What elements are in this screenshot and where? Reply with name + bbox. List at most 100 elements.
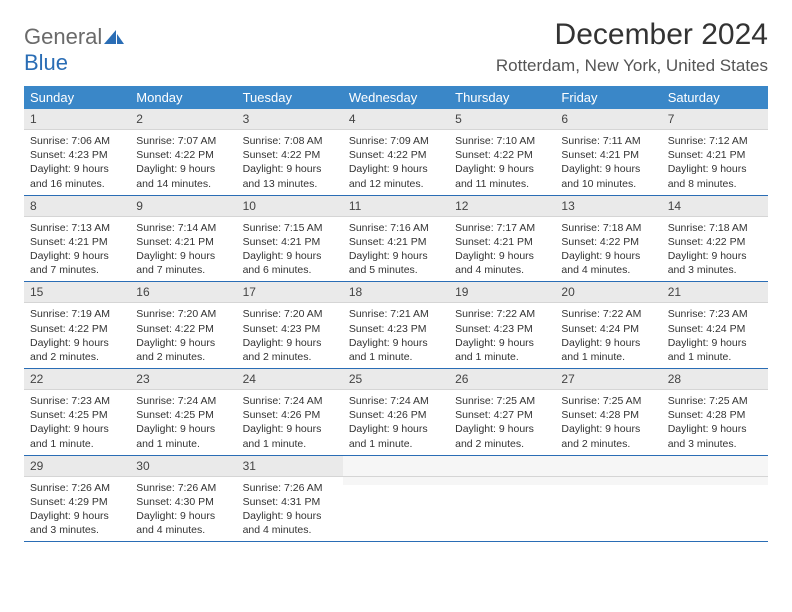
calendar-cell-empty — [343, 455, 449, 542]
calendar-cell: 24Sunrise: 7:24 AMSunset: 4:26 PMDayligh… — [237, 369, 343, 456]
weekday-header: Monday — [130, 86, 236, 109]
day-number: 8 — [24, 196, 130, 217]
calendar-cell: 11Sunrise: 7:16 AMSunset: 4:21 PMDayligh… — [343, 195, 449, 282]
calendar-cell: 19Sunrise: 7:22 AMSunset: 4:23 PMDayligh… — [449, 282, 555, 369]
calendar-cell: 22Sunrise: 7:23 AMSunset: 4:25 PMDayligh… — [24, 369, 130, 456]
day-detail: Sunrise: 7:10 AMSunset: 4:22 PMDaylight:… — [449, 130, 555, 195]
day-number: 3 — [237, 109, 343, 130]
calendar-cell: 20Sunrise: 7:22 AMSunset: 4:24 PMDayligh… — [555, 282, 661, 369]
day-detail: Sunrise: 7:15 AMSunset: 4:21 PMDaylight:… — [237, 217, 343, 282]
calendar-cell: 6Sunrise: 7:11 AMSunset: 4:21 PMDaylight… — [555, 109, 661, 195]
day-detail: Sunrise: 7:26 AMSunset: 4:31 PMDaylight:… — [237, 477, 343, 542]
calendar-week-row: 8Sunrise: 7:13 AMSunset: 4:21 PMDaylight… — [24, 195, 768, 282]
day-number: 24 — [237, 369, 343, 390]
day-number: 30 — [130, 456, 236, 477]
day-number: 10 — [237, 196, 343, 217]
day-detail: Sunrise: 7:20 AMSunset: 4:23 PMDaylight:… — [237, 303, 343, 368]
calendar-head: SundayMondayTuesdayWednesdayThursdayFrid… — [24, 86, 768, 109]
day-detail: Sunrise: 7:06 AMSunset: 4:23 PMDaylight:… — [24, 130, 130, 195]
day-number: 11 — [343, 196, 449, 217]
day-detail: Sunrise: 7:16 AMSunset: 4:21 PMDaylight:… — [343, 217, 449, 282]
calendar-cell-empty — [449, 455, 555, 542]
day-number: 26 — [449, 369, 555, 390]
day-detail: Sunrise: 7:13 AMSunset: 4:21 PMDaylight:… — [24, 217, 130, 282]
day-detail: Sunrise: 7:14 AMSunset: 4:21 PMDaylight:… — [130, 217, 236, 282]
day-number: 12 — [449, 196, 555, 217]
day-detail: Sunrise: 7:22 AMSunset: 4:24 PMDaylight:… — [555, 303, 661, 368]
day-number: 14 — [662, 196, 768, 217]
day-detail: Sunrise: 7:25 AMSunset: 4:28 PMDaylight:… — [662, 390, 768, 455]
day-number: 18 — [343, 282, 449, 303]
day-detail: Sunrise: 7:18 AMSunset: 4:22 PMDaylight:… — [662, 217, 768, 282]
calendar-cell: 16Sunrise: 7:20 AMSunset: 4:22 PMDayligh… — [130, 282, 236, 369]
month-title: December 2024 — [496, 18, 768, 52]
day-detail: Sunrise: 7:26 AMSunset: 4:29 PMDaylight:… — [24, 477, 130, 542]
day-number: 20 — [555, 282, 661, 303]
calendar-cell-empty — [555, 455, 661, 542]
day-detail: Sunrise: 7:11 AMSunset: 4:21 PMDaylight:… — [555, 130, 661, 195]
calendar-cell: 23Sunrise: 7:24 AMSunset: 4:25 PMDayligh… — [130, 369, 236, 456]
day-number: 17 — [237, 282, 343, 303]
day-number: 6 — [555, 109, 661, 130]
logo: General Blue — [24, 18, 124, 76]
calendar-cell: 1Sunrise: 7:06 AMSunset: 4:23 PMDaylight… — [24, 109, 130, 195]
day-number: 15 — [24, 282, 130, 303]
calendar-cell: 17Sunrise: 7:20 AMSunset: 4:23 PMDayligh… — [237, 282, 343, 369]
weekday-header: Friday — [555, 86, 661, 109]
day-number: 5 — [449, 109, 555, 130]
day-detail: Sunrise: 7:24 AMSunset: 4:26 PMDaylight:… — [343, 390, 449, 455]
day-number: 23 — [130, 369, 236, 390]
day-detail: Sunrise: 7:22 AMSunset: 4:23 PMDaylight:… — [449, 303, 555, 368]
logo-text-blue: Blue — [24, 50, 68, 75]
day-number: 1 — [24, 109, 130, 130]
calendar-week-row: 15Sunrise: 7:19 AMSunset: 4:22 PMDayligh… — [24, 282, 768, 369]
calendar-cell: 21Sunrise: 7:23 AMSunset: 4:24 PMDayligh… — [662, 282, 768, 369]
calendar-cell: 15Sunrise: 7:19 AMSunset: 4:22 PMDayligh… — [24, 282, 130, 369]
day-detail: Sunrise: 7:19 AMSunset: 4:22 PMDaylight:… — [24, 303, 130, 368]
calendar-cell: 5Sunrise: 7:10 AMSunset: 4:22 PMDaylight… — [449, 109, 555, 195]
weekday-header: Thursday — [449, 86, 555, 109]
calendar-cell: 14Sunrise: 7:18 AMSunset: 4:22 PMDayligh… — [662, 195, 768, 282]
calendar-cell: 26Sunrise: 7:25 AMSunset: 4:27 PMDayligh… — [449, 369, 555, 456]
calendar-week-row: 1Sunrise: 7:06 AMSunset: 4:23 PMDaylight… — [24, 109, 768, 195]
location-subtitle: Rotterdam, New York, United States — [496, 56, 768, 76]
weekday-header: Saturday — [662, 86, 768, 109]
day-detail: Sunrise: 7:20 AMSunset: 4:22 PMDaylight:… — [130, 303, 236, 368]
calendar-cell-empty — [662, 455, 768, 542]
day-number: 7 — [662, 109, 768, 130]
calendar-table: SundayMondayTuesdayWednesdayThursdayFrid… — [24, 86, 768, 542]
calendar-cell: 2Sunrise: 7:07 AMSunset: 4:22 PMDaylight… — [130, 109, 236, 195]
day-number: 22 — [24, 369, 130, 390]
calendar-cell: 30Sunrise: 7:26 AMSunset: 4:30 PMDayligh… — [130, 455, 236, 542]
logo-text-general: General — [24, 24, 102, 49]
weekday-header: Sunday — [24, 86, 130, 109]
day-detail: Sunrise: 7:23 AMSunset: 4:24 PMDaylight:… — [662, 303, 768, 368]
calendar-cell: 7Sunrise: 7:12 AMSunset: 4:21 PMDaylight… — [662, 109, 768, 195]
calendar-cell: 28Sunrise: 7:25 AMSunset: 4:28 PMDayligh… — [662, 369, 768, 456]
day-detail: Sunrise: 7:24 AMSunset: 4:25 PMDaylight:… — [130, 390, 236, 455]
calendar-week-row: 22Sunrise: 7:23 AMSunset: 4:25 PMDayligh… — [24, 369, 768, 456]
day-detail: Sunrise: 7:09 AMSunset: 4:22 PMDaylight:… — [343, 130, 449, 195]
day-number: 25 — [343, 369, 449, 390]
calendar-week-row: 29Sunrise: 7:26 AMSunset: 4:29 PMDayligh… — [24, 455, 768, 542]
day-detail: Sunrise: 7:21 AMSunset: 4:23 PMDaylight:… — [343, 303, 449, 368]
day-number: 27 — [555, 369, 661, 390]
title-block: December 2024 Rotterdam, New York, Unite… — [496, 18, 768, 76]
day-number: 2 — [130, 109, 236, 130]
logo-sail-icon — [104, 28, 124, 49]
page-header: General Blue December 2024 Rotterdam, Ne… — [24, 18, 768, 76]
calendar-cell: 31Sunrise: 7:26 AMSunset: 4:31 PMDayligh… — [237, 455, 343, 542]
day-detail: Sunrise: 7:08 AMSunset: 4:22 PMDaylight:… — [237, 130, 343, 195]
calendar-cell: 4Sunrise: 7:09 AMSunset: 4:22 PMDaylight… — [343, 109, 449, 195]
day-number: 9 — [130, 196, 236, 217]
calendar-body: 1Sunrise: 7:06 AMSunset: 4:23 PMDaylight… — [24, 109, 768, 542]
day-detail: Sunrise: 7:24 AMSunset: 4:26 PMDaylight:… — [237, 390, 343, 455]
calendar-cell: 10Sunrise: 7:15 AMSunset: 4:21 PMDayligh… — [237, 195, 343, 282]
calendar-cell: 3Sunrise: 7:08 AMSunset: 4:22 PMDaylight… — [237, 109, 343, 195]
day-detail: Sunrise: 7:17 AMSunset: 4:21 PMDaylight:… — [449, 217, 555, 282]
day-number: 4 — [343, 109, 449, 130]
day-number: 28 — [662, 369, 768, 390]
calendar-cell: 25Sunrise: 7:24 AMSunset: 4:26 PMDayligh… — [343, 369, 449, 456]
day-number: 21 — [662, 282, 768, 303]
weekday-header: Wednesday — [343, 86, 449, 109]
